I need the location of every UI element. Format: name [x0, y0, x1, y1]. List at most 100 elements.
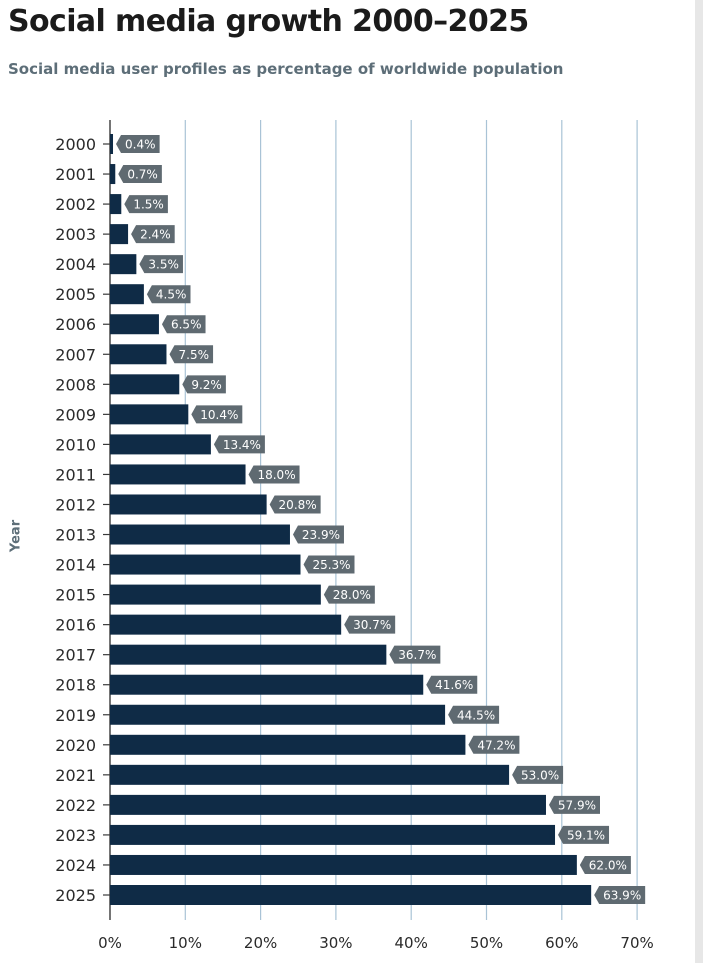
- value-label: 25.3%: [312, 558, 350, 572]
- year-label: 2023: [55, 826, 96, 845]
- value-label: 10.4%: [200, 408, 238, 422]
- value-label: 47.2%: [477, 738, 515, 752]
- bar: [110, 404, 189, 425]
- value-label-bg: [124, 195, 168, 214]
- year-label: 2014: [55, 556, 96, 575]
- chart-subtitle: Social media user profiles as percentage…: [8, 60, 564, 78]
- value-label-bg: [448, 705, 500, 724]
- year-label: 2007: [55, 345, 96, 364]
- bar: [110, 194, 122, 215]
- bar: [110, 854, 577, 875]
- value-label: 28.0%: [333, 588, 371, 602]
- year-label: 2022: [55, 796, 96, 815]
- bar: [110, 494, 267, 515]
- value-label: 1.5%: [133, 198, 164, 212]
- bar: [110, 434, 211, 455]
- value-label-bg: [548, 795, 600, 814]
- value-label: 23.9%: [302, 528, 340, 542]
- year-label: 2003: [55, 225, 96, 244]
- value-label: 30.7%: [353, 618, 391, 632]
- value-label: 57.9%: [558, 798, 596, 812]
- year-label: 2001: [55, 165, 96, 184]
- bar: [110, 674, 424, 695]
- value-label-bg: [303, 555, 355, 574]
- value-label: 0.7%: [127, 168, 158, 182]
- bar: [110, 734, 466, 755]
- bar: [110, 524, 290, 545]
- year-label: 2021: [55, 766, 96, 785]
- bar: [110, 374, 180, 395]
- value-label: 0.4%: [125, 138, 156, 152]
- value-label-bg: [146, 285, 191, 304]
- x-tick-label: 70%: [620, 934, 653, 952]
- year-label: 2006: [55, 315, 96, 334]
- bar: [110, 644, 387, 665]
- value-label: 53.0%: [521, 768, 559, 782]
- value-label: 20.8%: [279, 498, 317, 512]
- year-label: 2005: [55, 285, 96, 304]
- value-label-bg: [269, 495, 321, 514]
- value-label-bg: [131, 225, 175, 244]
- x-tick-label: 0%: [98, 934, 122, 952]
- year-label: 2017: [55, 646, 96, 665]
- bar: [110, 314, 159, 335]
- value-label-bg: [191, 405, 243, 424]
- value-label-bg: [161, 315, 206, 334]
- value-label-bg: [292, 525, 344, 544]
- value-label-bg: [248, 465, 300, 484]
- year-label: 2012: [55, 495, 96, 514]
- year-label: 2002: [55, 195, 96, 214]
- value-label-bg: [512, 765, 564, 784]
- value-label: 59.1%: [567, 828, 605, 842]
- year-label: 2018: [55, 676, 96, 695]
- value-label-bg: [118, 165, 162, 184]
- x-tick-label: 10%: [169, 934, 202, 952]
- bar: [110, 464, 246, 485]
- value-label: 9.2%: [191, 378, 222, 392]
- year-label: 2008: [55, 375, 96, 394]
- value-label: 13.4%: [223, 438, 261, 452]
- bar: [110, 704, 446, 725]
- bar: [110, 224, 129, 245]
- value-label-bg: [594, 886, 646, 904]
- bar: [110, 134, 114, 154]
- year-label: 2025: [55, 886, 96, 905]
- year-label: 2024: [55, 856, 96, 875]
- bar: [110, 164, 116, 185]
- value-label: 62.0%: [589, 858, 627, 872]
- x-tick-label: 30%: [319, 934, 352, 952]
- value-label-bg: [139, 255, 183, 274]
- year-label: 2019: [55, 706, 96, 725]
- bar: [110, 885, 592, 905]
- page-right-edge: [695, 0, 703, 963]
- bar: [110, 794, 546, 815]
- bar: [110, 284, 144, 305]
- value-label-bg: [182, 375, 226, 394]
- year-label: 2004: [55, 255, 96, 274]
- value-label-bg: [213, 435, 265, 454]
- bar: [110, 824, 556, 845]
- year-label: 2020: [55, 736, 96, 755]
- value-label: 2.4%: [140, 228, 171, 242]
- bar: [110, 614, 342, 635]
- value-label-bg: [558, 825, 610, 844]
- chart-title: Social media growth 2000–2025: [8, 4, 529, 39]
- bar: [110, 584, 321, 605]
- value-label-bg: [579, 855, 631, 874]
- year-label: 2009: [55, 405, 96, 424]
- year-label: 2010: [55, 435, 96, 454]
- value-label: 6.5%: [171, 318, 202, 332]
- value-label-bg: [116, 135, 160, 153]
- value-label-bg: [426, 675, 478, 694]
- value-label: 63.9%: [603, 889, 641, 903]
- year-label: 2013: [55, 526, 96, 545]
- x-tick-label: 40%: [395, 934, 428, 952]
- value-label: 41.6%: [435, 678, 473, 692]
- year-label: 2015: [55, 586, 96, 605]
- year-label: 2016: [55, 616, 96, 635]
- bar: [110, 254, 137, 275]
- value-label: 18.0%: [257, 468, 295, 482]
- value-label-bg: [468, 735, 520, 754]
- bar: [110, 764, 510, 785]
